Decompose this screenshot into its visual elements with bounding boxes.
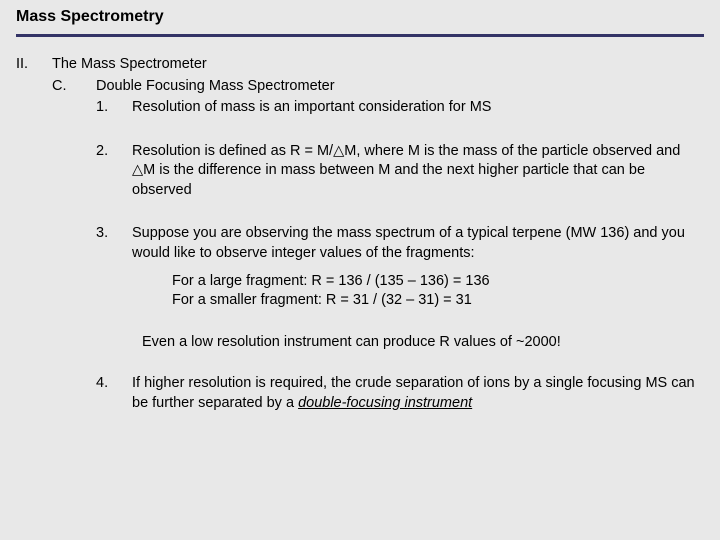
item-num: 3. bbox=[96, 224, 132, 244]
slide: Mass Spectrometry II. The Mass Spectrome… bbox=[0, 0, 720, 540]
spacer bbox=[96, 200, 704, 222]
item-1: 1. Resolution of mass is an important co… bbox=[96, 98, 704, 118]
section-letter: C. bbox=[52, 77, 96, 97]
heading-line: The Mass Spectrometer bbox=[52, 55, 704, 75]
outline-row: II. The Mass Spectrometer C. Double Focu… bbox=[16, 55, 704, 413]
subline-2: For a smaller fragment: R = 31 / (32 – 3… bbox=[132, 291, 696, 311]
roman-numeral: II. bbox=[16, 55, 52, 75]
slide-body: II. The Mass Spectrometer C. Double Focu… bbox=[16, 55, 704, 413]
spacer bbox=[96, 118, 704, 140]
item-4: 4. If higher resolution is required, the… bbox=[96, 374, 704, 413]
slide-title: Mass Spectrometry bbox=[16, 8, 704, 37]
item-num: 1. bbox=[96, 98, 132, 118]
item-num: 4. bbox=[96, 374, 132, 394]
item-text: Suppose you are observing the mass spect… bbox=[132, 224, 704, 310]
final-em: double-focusing instrument bbox=[298, 395, 472, 411]
item-num: 2. bbox=[96, 142, 132, 162]
section-row: C. Double Focusing Mass Spectrometer 1. … bbox=[52, 77, 704, 414]
spacer bbox=[132, 264, 696, 272]
item-text: If higher resolution is required, the cr… bbox=[132, 374, 704, 413]
item-2: 2. Resolution is defined as R = M/△M, wh… bbox=[96, 142, 704, 201]
subline-1: For a large fragment: R = 136 / (135 – 1… bbox=[132, 272, 696, 292]
item-text: Resolution is defined as R = M/△M, where… bbox=[132, 142, 704, 201]
section-title: Double Focusing Mass Spectrometer bbox=[96, 77, 704, 97]
item-text: Resolution of mass is an important consi… bbox=[132, 98, 704, 118]
outline-main: The Mass Spectrometer C. Double Focusing… bbox=[52, 55, 704, 413]
item-3: 3. Suppose you are observing the mass sp… bbox=[96, 224, 704, 310]
section-body: Double Focusing Mass Spectrometer 1. Res… bbox=[96, 77, 704, 414]
item-text-span: Suppose you are observing the mass spect… bbox=[132, 225, 685, 261]
note-line: Even a low resolution instrument can pro… bbox=[96, 333, 704, 353]
